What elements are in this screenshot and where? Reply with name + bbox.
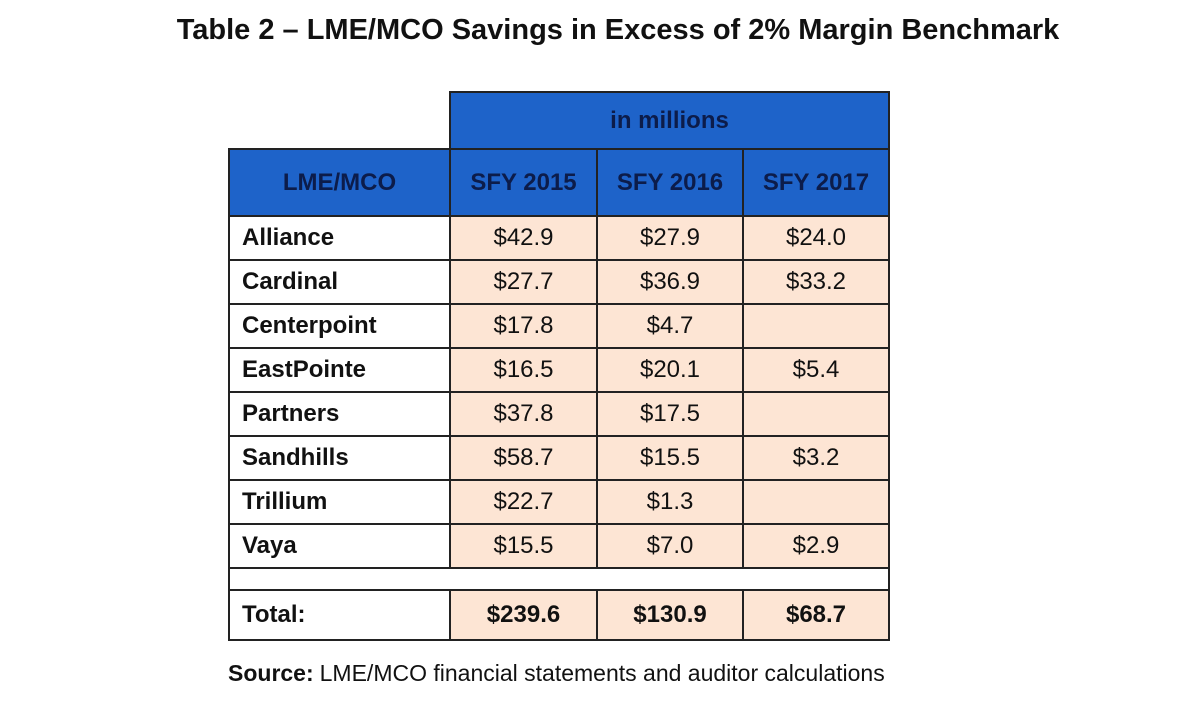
corner-cell — [229, 92, 451, 150]
value-cell: $58.7 — [449, 435, 598, 481]
column-header: LME/MCO — [228, 148, 451, 217]
value-cell: $15.5 — [449, 523, 598, 569]
value-cell: $27.7 — [449, 259, 598, 305]
spacer-row — [228, 567, 890, 591]
value-cell: $33.2 — [742, 259, 890, 305]
source-text: LME/MCO financial statements and auditor… — [319, 660, 885, 686]
column-header: SFY 2016 — [596, 148, 744, 217]
row-label: Trillium — [228, 479, 451, 525]
value-cell: $1.3 — [596, 479, 744, 525]
row-label: Sandhills — [228, 435, 451, 481]
value-cell: $37.8 — [449, 391, 598, 437]
value-cell: $36.9 — [596, 259, 744, 305]
value-cell: $20.1 — [596, 347, 744, 393]
savings-table: in millions LME/MCO SFY 2015 SFY 2016 SFY 20… — [228, 91, 890, 641]
row-label: Vaya — [228, 523, 451, 569]
spacer-cell — [228, 567, 890, 591]
value-cell: $16.5 — [449, 347, 598, 393]
value-cell: $22.7 — [449, 479, 598, 525]
data-row: Cardinal $27.7 $36.9 $33.2 — [228, 259, 890, 305]
header-row: LME/MCO SFY 2015 SFY 2016 SFY 2017 — [228, 148, 890, 217]
row-label: EastPointe — [228, 347, 451, 393]
row-label: Alliance — [228, 215, 451, 261]
source-label: Source: — [228, 660, 314, 686]
column-header: SFY 2015 — [449, 148, 598, 217]
group-header-row: in millions — [229, 91, 890, 150]
value-cell: $27.9 — [596, 215, 744, 261]
value-cell: $17.5 — [596, 391, 744, 437]
total-row: Total: $239.6 $130.9 $68.7 — [228, 589, 890, 641]
data-row: Centerpoint $17.8 $4.7 — [228, 303, 890, 349]
value-cell — [742, 303, 890, 349]
row-label: Centerpoint — [228, 303, 451, 349]
value-cell: $2.9 — [742, 523, 890, 569]
value-cell: $15.5 — [596, 435, 744, 481]
table-title: Table 2 – LME/MCO Savings in Excess of 2… — [176, 14, 1060, 46]
value-cell: $24.0 — [742, 215, 890, 261]
total-label: Total: — [228, 589, 451, 641]
total-value: $130.9 — [596, 589, 744, 641]
value-cell: $5.4 — [742, 347, 890, 393]
data-row: Alliance $42.9 $27.9 $24.0 — [228, 215, 890, 261]
source-note: Source: LME/MCO financial statements and … — [228, 660, 885, 687]
total-value: $68.7 — [742, 589, 890, 641]
row-label: Partners — [228, 391, 451, 437]
total-value: $239.6 — [449, 589, 598, 641]
group-header: in millions — [449, 91, 890, 150]
data-row: EastPointe $16.5 $20.1 $5.4 — [228, 347, 890, 393]
value-cell — [742, 479, 890, 525]
value-cell: $4.7 — [596, 303, 744, 349]
value-cell: $3.2 — [742, 435, 890, 481]
row-label: Cardinal — [228, 259, 451, 305]
value-cell: $42.9 — [449, 215, 598, 261]
data-row: Trillium $22.7 $1.3 — [228, 479, 890, 525]
data-row: Partners $37.8 $17.5 — [228, 391, 890, 437]
data-row: Sandhills $58.7 $15.5 $3.2 — [228, 435, 890, 481]
value-cell: $17.8 — [449, 303, 598, 349]
data-row: Vaya $15.5 $7.0 $2.9 — [228, 523, 890, 569]
value-cell: $7.0 — [596, 523, 744, 569]
column-header: SFY 2017 — [742, 148, 890, 217]
value-cell — [742, 391, 890, 437]
